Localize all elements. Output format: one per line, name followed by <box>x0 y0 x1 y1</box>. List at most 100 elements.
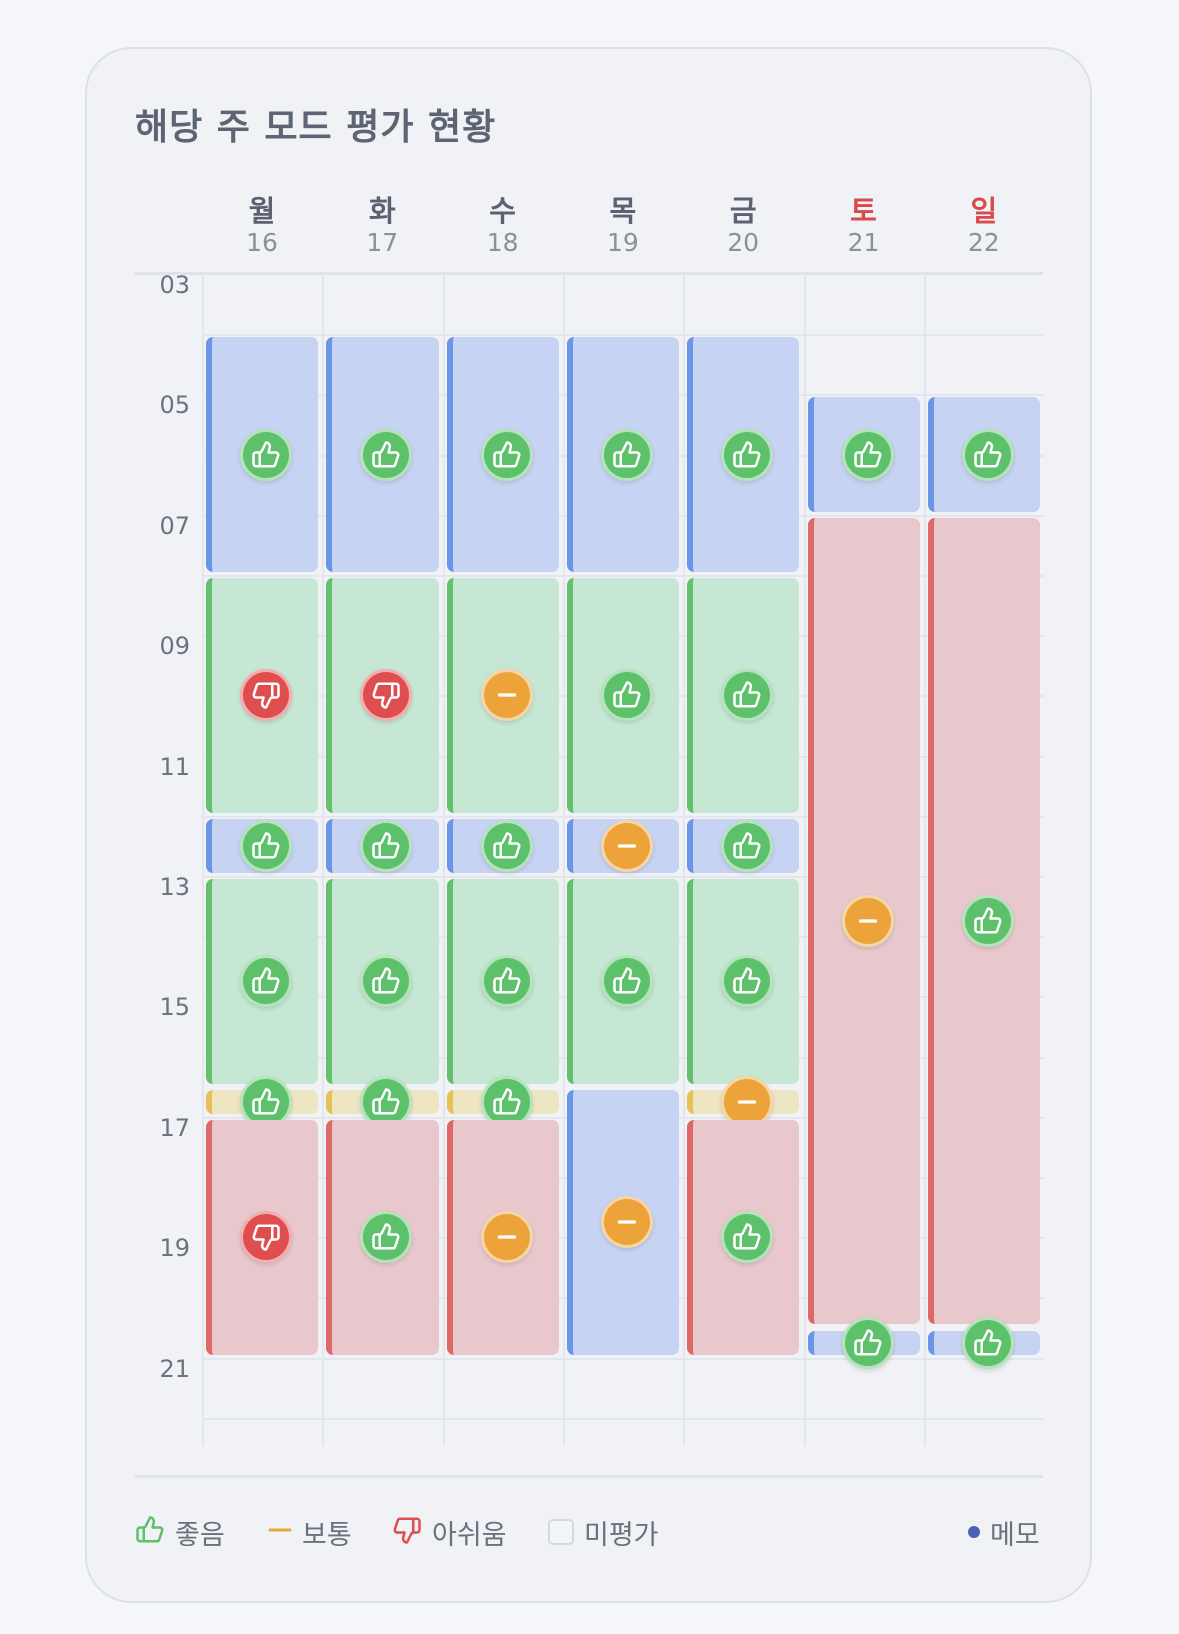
minus-icon <box>492 680 522 710</box>
rating-badge-good[interactable] <box>721 669 774 722</box>
rating-badge-good[interactable] <box>601 428 654 481</box>
day-divider <box>562 274 565 1446</box>
rating-badge-bad[interactable] <box>360 669 413 722</box>
rating-badge-good[interactable] <box>601 955 654 1008</box>
minus-icon <box>492 1222 522 1252</box>
header-divider <box>135 272 1043 275</box>
thumbs-up-icon <box>135 1515 165 1549</box>
legend-neutral: 보통 <box>268 1512 352 1552</box>
rating-badge-good[interactable] <box>721 1211 774 1264</box>
rating-badge-good[interactable] <box>721 428 774 481</box>
rating-badge-good[interactable] <box>961 428 1014 481</box>
thumbs-up-icon <box>251 440 281 470</box>
thumbs-up-icon <box>251 966 281 996</box>
rating-badge-good[interactable] <box>360 428 413 481</box>
thumbs-down-icon <box>251 1222 281 1252</box>
rating-badge-good[interactable] <box>601 669 654 722</box>
rating-badge-good[interactable] <box>360 955 413 1008</box>
day-divider <box>803 274 806 1446</box>
day-divider <box>202 274 204 1446</box>
rating-badge-good[interactable] <box>841 428 894 481</box>
legend-neutral-label: 보통 <box>302 1519 352 1551</box>
legend-memo-label: 메모 <box>990 1519 1040 1551</box>
hour-label: 09 <box>159 632 190 661</box>
rating-badge-good[interactable] <box>721 819 774 872</box>
rating-badge-good[interactable] <box>961 1316 1014 1369</box>
hour-label: 07 <box>159 511 190 540</box>
rating-badge-good[interactable] <box>240 955 293 1008</box>
thumbs-up-icon <box>492 831 522 861</box>
rating-badge-good[interactable] <box>841 1316 894 1369</box>
rating-badge-bad[interactable] <box>240 669 293 722</box>
day-name: 목 <box>609 194 637 228</box>
thumbs-up-icon <box>251 831 281 861</box>
legend-bad: 아쉬움 <box>392 1512 507 1552</box>
hour-gridline <box>202 334 1044 337</box>
rating-badge-good[interactable] <box>480 428 533 481</box>
rating-badge-good[interactable] <box>360 1075 413 1128</box>
card-title: 해당 주 모드 평가 현황 <box>135 107 497 148</box>
thumbs-up-icon <box>732 440 762 470</box>
rating-badge-neutral[interactable] <box>480 1211 533 1264</box>
legend-good-label: 좋음 <box>175 1519 225 1551</box>
hour-gridline <box>202 815 1044 818</box>
rating-badge-good[interactable] <box>480 819 533 872</box>
thumbs-up-icon <box>732 1222 762 1252</box>
rating-badge-good[interactable] <box>480 955 533 1008</box>
day-name: 일 <box>970 194 998 228</box>
legend-divider <box>135 1475 1043 1478</box>
hour-gridline <box>202 1417 1044 1420</box>
hour-label: 03 <box>159 271 190 299</box>
hour-gridline <box>202 876 1044 878</box>
hour-label: 11 <box>159 752 190 781</box>
thumbs-up-icon <box>732 966 762 996</box>
legend-memo: 메모 <box>968 1512 1040 1552</box>
day-date: 20 <box>727 228 760 257</box>
rating-badge-good[interactable] <box>360 819 413 872</box>
mode-block-blue[interactable] <box>566 337 680 572</box>
thumbs-up-icon <box>492 1087 522 1117</box>
hour-label: 19 <box>159 1234 190 1263</box>
rating-badge-good[interactable] <box>240 428 293 481</box>
thumbs-up-icon <box>492 966 522 996</box>
thumbs-up-icon <box>612 680 642 710</box>
rating-badge-good[interactable] <box>360 1211 413 1264</box>
minus-icon <box>732 1087 762 1117</box>
thumbs-up-icon <box>371 966 401 996</box>
day-divider <box>322 274 325 1446</box>
thumbs-up-icon <box>371 831 401 861</box>
day-divider <box>683 274 686 1446</box>
thumbs-down-icon <box>251 680 281 710</box>
thumbs-up-icon <box>973 906 1003 936</box>
rating-badge-good[interactable] <box>961 895 1014 948</box>
thumbs-up-icon <box>251 1087 281 1117</box>
rating-badge-neutral[interactable] <box>601 1196 654 1249</box>
legend-unrated-label: 미평가 <box>584 1519 659 1551</box>
thumbs-up-icon <box>371 1222 401 1252</box>
day-divider <box>442 274 445 1446</box>
hour-label: 17 <box>159 1113 190 1142</box>
hour-gridline <box>202 575 1044 577</box>
rating-badge-good[interactable] <box>721 955 774 1008</box>
thumbs-up-icon <box>612 440 642 470</box>
day-name: 월 <box>248 194 276 228</box>
day-date: 16 <box>246 228 278 257</box>
rating-badge-good[interactable] <box>240 819 293 872</box>
day-date: 18 <box>486 228 519 257</box>
minus-icon <box>612 1207 642 1237</box>
thumbs-up-icon <box>853 440 883 470</box>
day-name: 토 <box>850 194 877 228</box>
thumbs-down-icon <box>371 680 401 710</box>
rating-badge-bad[interactable] <box>240 1211 293 1264</box>
rating-badge-neutral[interactable] <box>480 669 533 722</box>
rating-badge-neutral[interactable] <box>841 895 894 948</box>
thumbs-up-icon <box>612 966 642 996</box>
day-date: 19 <box>606 228 639 257</box>
day-date: 21 <box>847 228 880 257</box>
thumbs-up-icon <box>371 440 401 470</box>
legend-bad-label: 아쉬움 <box>432 1519 507 1551</box>
empty-box-icon <box>548 1519 574 1545</box>
day-date: 17 <box>366 228 399 257</box>
rating-badge-neutral[interactable] <box>601 819 654 872</box>
minus-icon <box>853 906 883 936</box>
